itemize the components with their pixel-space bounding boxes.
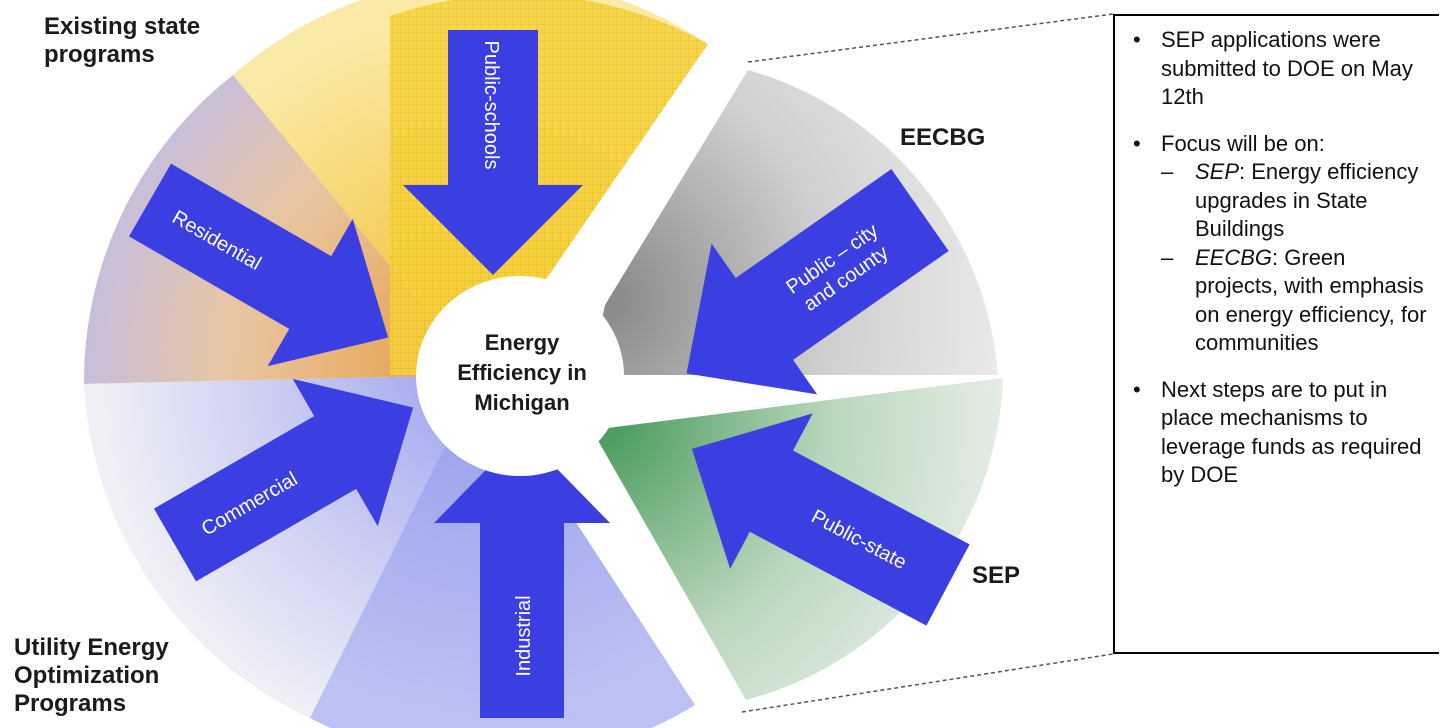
- notes-panel: • SEP applications were submitted to DOE…: [1113, 14, 1439, 654]
- dash-glyph: –: [1161, 244, 1174, 270]
- label-existing-programs: Existing state programs: [44, 13, 201, 68]
- note-sub-eecbg: – EECBG: Green projects, with emphasis o…: [1161, 244, 1433, 358]
- callout-connector-top: [747, 13, 1114, 63]
- note-sub-sep-term: SEP: [1195, 159, 1240, 184]
- arrow-public-state: Public-state: [691, 413, 970, 626]
- label-utility-programs: Utility Energy Optimization Programs: [14, 634, 169, 717]
- label-sep: SEP: [972, 562, 1021, 589]
- note-sub-sep-text: : Energy efficiency upgrades in State Bu…: [1195, 159, 1419, 241]
- bullet-glyph: •: [1133, 130, 1141, 156]
- arrow-residential: Residential: [129, 163, 389, 367]
- note-text-submitted: SEP applications were submitted to DOE o…: [1161, 27, 1413, 109]
- note-text-next-steps: Next steps are to put in place mechanism…: [1161, 376, 1422, 488]
- segment-eecbg: [590, 70, 998, 375]
- arrow-commercial: Commercial: [154, 378, 414, 582]
- bullet-glyph: •: [1133, 27, 1141, 52]
- arrow-label-public-schools: Public-schools: [480, 41, 502, 170]
- center-label-line3: Michigan: [474, 390, 569, 415]
- note-text-focus: Focus will be on:: [1161, 130, 1325, 156]
- note-bullet-submitted: • SEP applications were submitted to DOE…: [1123, 26, 1433, 112]
- center-hub: [416, 276, 624, 476]
- note-sub-eecbg-text: : Green projects, with emphasis on energ…: [1195, 244, 1427, 356]
- arrow-label-industrial: Industrial: [513, 595, 535, 676]
- arrow-industrial: Industrial: [434, 433, 610, 718]
- center-label-line1: Energy: [485, 330, 560, 355]
- arrow-public-schools: Public-schools: [403, 30, 583, 275]
- dash-glyph: –: [1161, 159, 1174, 184]
- note-sub-eecbg-term: EECBG: [1195, 244, 1273, 270]
- bullet-glyph: •: [1133, 376, 1141, 402]
- label-eecbg: EECBG: [900, 124, 986, 151]
- note-sub-sep: – SEP: Energy efficiency upgrades in Sta…: [1161, 158, 1433, 244]
- note-bullet-next-steps: • Next steps are to put in place mechani…: [1123, 376, 1433, 490]
- center-label-line2: Efficiency in: [457, 360, 587, 385]
- note-bullet-focus: • Focus will be on: – SEP: Energy effici…: [1123, 130, 1433, 358]
